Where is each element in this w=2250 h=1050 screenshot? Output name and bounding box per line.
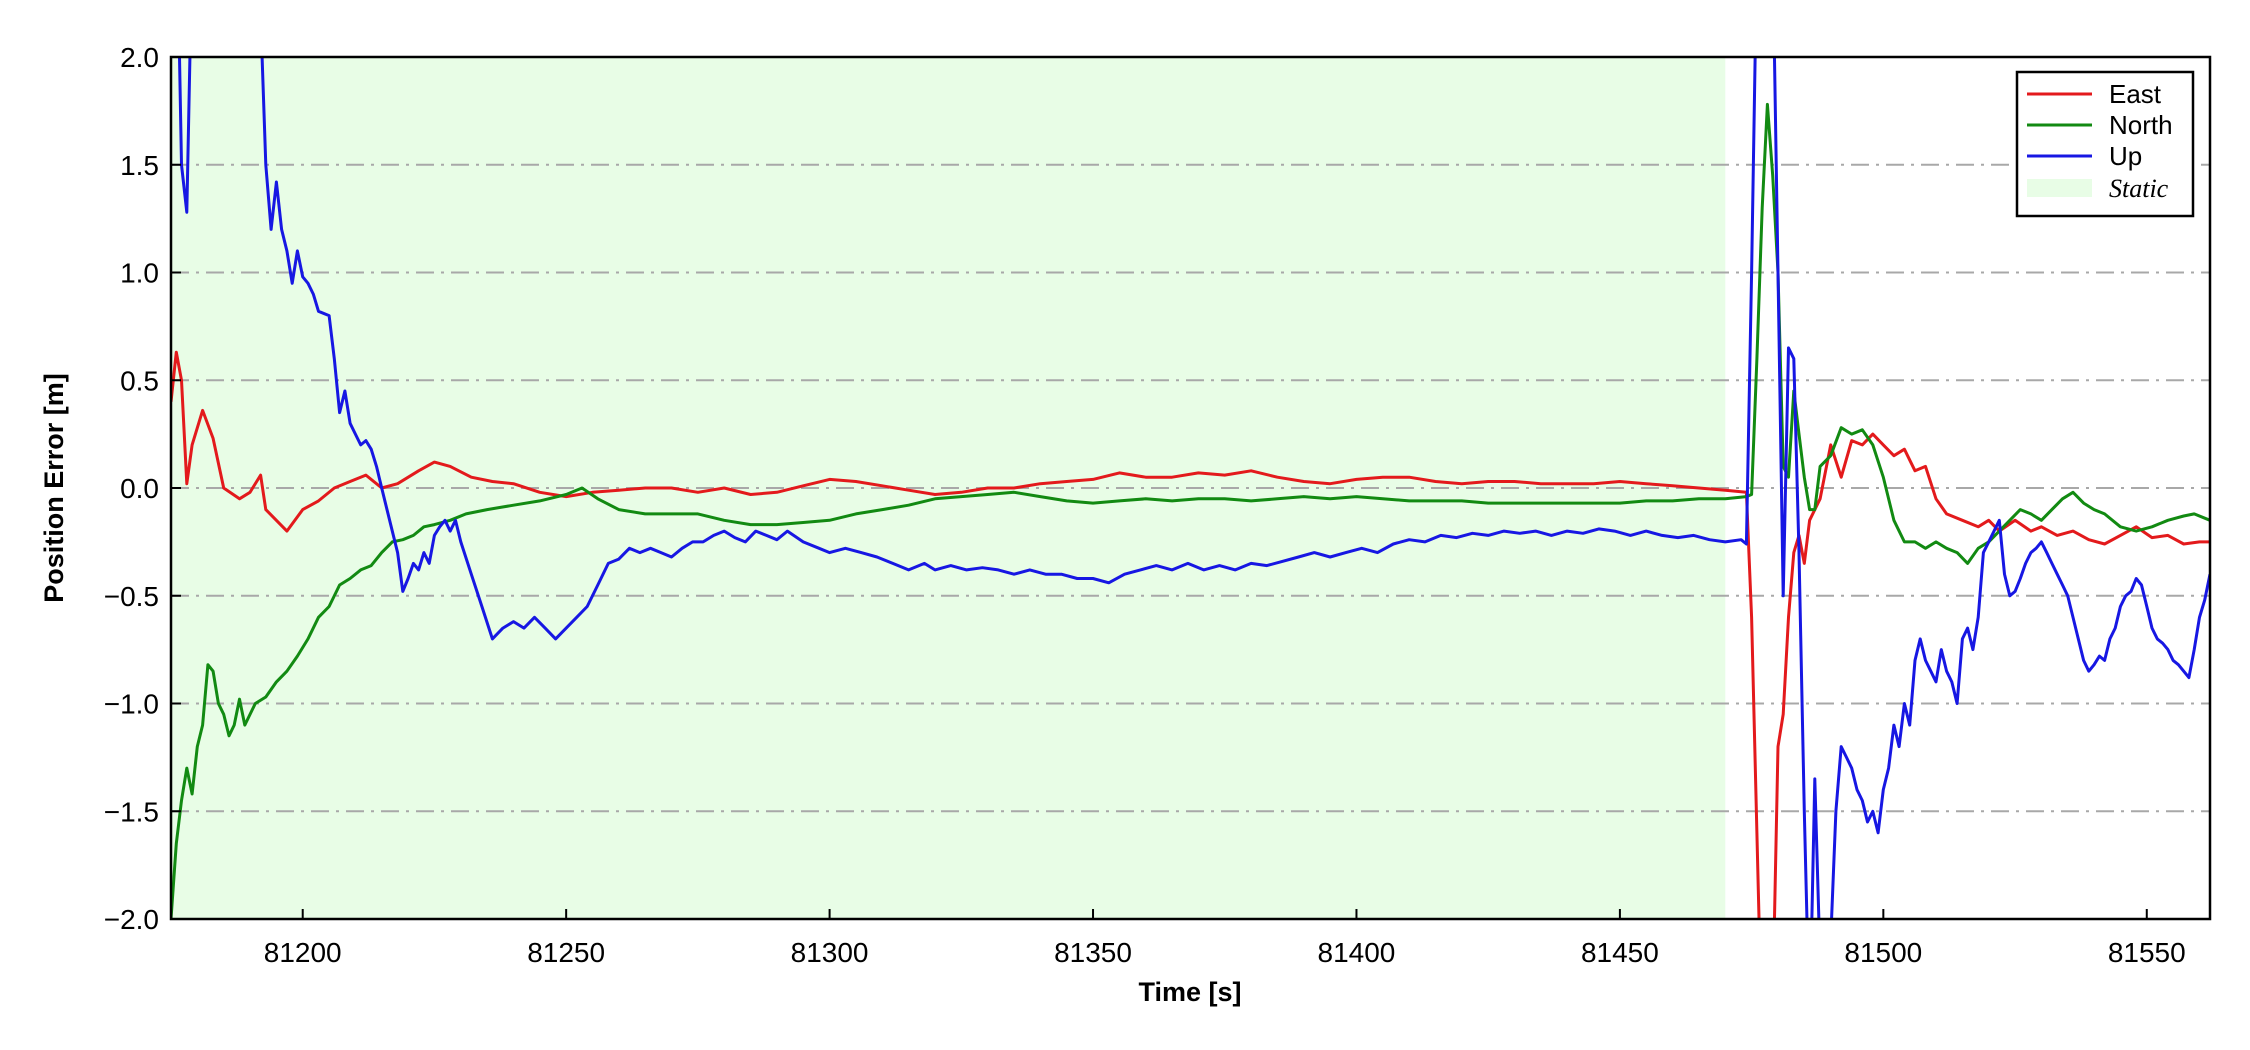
y-tick-label-3: −0.5 <box>104 581 159 612</box>
x-tick-label-5: 81450 <box>1581 937 1659 968</box>
y-axis-title: Position Error [m] <box>39 373 69 603</box>
y-tick-label-5: 0.5 <box>120 365 159 396</box>
x-tick-label-2: 81300 <box>791 937 869 968</box>
x-tick-label-0: 81200 <box>264 937 342 968</box>
y-tick-label-7: 1.5 <box>120 150 159 181</box>
y-axis: −2.0 −1.5 −1.0 −0.5 0.0 0.5 1.0 1.5 2.0 <box>104 42 181 935</box>
series-line-east <box>171 350 2210 919</box>
x-tick-label-7: 81550 <box>2108 937 2186 968</box>
y-tick-label-0: −2.0 <box>104 904 159 935</box>
x-axis-title: Time [s] <box>1138 977 1241 1007</box>
legend-label-north: North <box>2109 110 2173 140</box>
x-tick-label-4: 81400 <box>1318 937 1396 968</box>
x-tick-label-3: 81350 <box>1054 937 1132 968</box>
legend-label-static: Static <box>2109 174 2169 203</box>
series-line-up <box>177 57 2210 919</box>
legend-label-up: Up <box>2109 141 2142 171</box>
legend: East North Up Static <box>2015 70 2195 218</box>
x-axis: 81200 81250 81300 81350 81400 81450 81500 81550 <box>264 909 2186 968</box>
x-tick-label-1: 81250 <box>527 937 605 968</box>
y-tick-label-4: 0.0 <box>120 473 159 504</box>
series-lines <box>171 57 2210 919</box>
legend-swatch-static <box>2027 179 2092 197</box>
x-tick-label-6: 81500 <box>1844 937 1922 968</box>
legend-label-east: East <box>2109 79 2162 109</box>
y-tick-label-2: −1.0 <box>104 689 159 720</box>
series-line-north <box>171 102 2210 919</box>
y-tick-label-6: 1.0 <box>120 258 159 289</box>
y-tick-label-8: 2.0 <box>120 42 159 73</box>
grid-lines <box>171 163 2210 813</box>
y-tick-label-1: −1.5 <box>104 796 159 827</box>
